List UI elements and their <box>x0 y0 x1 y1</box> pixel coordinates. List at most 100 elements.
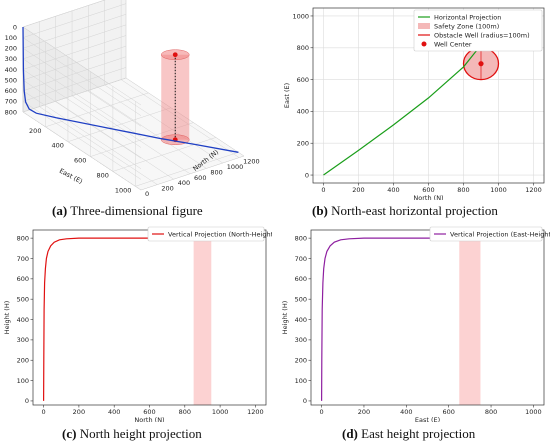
ne-ytick-label: 1000 <box>292 12 309 20</box>
eh-xtick-label: 800 <box>485 408 497 416</box>
eh-ylabel: Height (H) <box>281 301 289 335</box>
north-tick-label: 400 <box>178 179 190 187</box>
eh-legend-label: Vertical Projection (East-Height) <box>450 230 550 238</box>
ne-xtick-label: 800 <box>457 186 469 194</box>
eh-ytick-label: 100 <box>295 377 307 385</box>
caption-b: (b) North-east horizontal projection <box>312 203 498 219</box>
trajectory-3d-line <box>22 26 239 153</box>
grid-north-floor <box>88 90 207 169</box>
caption-c: (c) North height projection <box>62 426 202 442</box>
grid-height-north <box>22 45 127 81</box>
ne-legend-swatch <box>418 23 430 29</box>
caption-d-text: East height projection <box>361 426 476 441</box>
eh-series-line <box>321 237 534 401</box>
grid-north-floor <box>71 95 191 175</box>
east-tick-label: 1000 <box>115 186 132 194</box>
caption-a: (a) Three-dimensional figure <box>52 203 203 219</box>
ne-ytick-label: 200 <box>297 140 309 148</box>
height-tick-label: 800 <box>5 108 17 116</box>
eh-ytick-label: 400 <box>295 316 307 324</box>
height-tick-label: 700 <box>5 98 17 106</box>
grid-height-east <box>22 69 142 148</box>
ne-xtick-label: 400 <box>387 186 399 194</box>
ne-well-center <box>478 61 484 67</box>
grid-height-north <box>22 3 127 38</box>
grid-east-floor <box>135 152 239 187</box>
caption-b-letter: (b) <box>312 203 328 218</box>
ne-xtick-label: 200 <box>352 186 364 194</box>
nh-xtick-label: 400 <box>108 408 120 416</box>
eh-xtick-label: 0 <box>320 408 324 416</box>
nh-ytick-label: 400 <box>17 316 29 324</box>
nh-ytick-label: 500 <box>17 295 29 303</box>
ne-ytick-label: 400 <box>297 108 309 116</box>
ne-xtick-label: 1000 <box>490 186 507 194</box>
ne-ytick-label: 0 <box>305 171 309 179</box>
north-tick-label: 800 <box>210 168 222 176</box>
north-tick-label: 600 <box>194 174 206 182</box>
grid-height-north <box>22 24 127 60</box>
east-tick-label: 400 <box>52 142 64 150</box>
north-tick-label: 1200 <box>243 158 260 166</box>
grid-height-north <box>22 56 127 91</box>
eh-xtick-label: 200 <box>358 408 370 416</box>
ne-legend-label: Obstacle Well (radius=100m) <box>434 31 530 39</box>
height-tick-label: 0 <box>13 23 17 31</box>
nh-xtick-label: 200 <box>73 408 85 416</box>
eh-xtick-label: 600 <box>442 408 454 416</box>
grid-height-east <box>22 26 142 106</box>
nh-xtick-label: 1200 <box>247 408 264 416</box>
east-tick-label: 200 <box>29 127 41 135</box>
eh-ytick-label: 500 <box>295 295 307 303</box>
nh-xlabel: North (N) <box>134 416 164 422</box>
nh-plot-frame <box>32 229 267 406</box>
grid-north-floor <box>104 84 223 164</box>
eh-xtick-label: 400 <box>400 408 412 416</box>
nh-xtick-label: 600 <box>143 408 155 416</box>
grid-east-floor <box>112 137 216 172</box>
eh-xlabel: East (E) <box>415 416 440 422</box>
ne-xtick-label: 1200 <box>525 186 542 194</box>
eh-xtick-label: 1000 <box>525 408 542 416</box>
panel-nh: 0 200 400 600 800 1000 1200 0 100 200 300 400 500 600… <box>0 222 276 424</box>
ne-ytick-label: 800 <box>297 44 309 52</box>
grid-north-floor <box>39 106 158 185</box>
nh-ytick-label: 0 <box>25 397 29 405</box>
height-tick-label: 200 <box>5 45 17 53</box>
grid-east-floor <box>45 92 149 128</box>
east-axis-label: East (E) <box>58 167 84 186</box>
ne-legend-label: Well Center <box>434 40 472 48</box>
north-tick-label: 0 <box>145 190 149 198</box>
grid-north-floor <box>120 79 240 158</box>
nh-xtick-label: 0 <box>42 408 46 416</box>
eh-ytick-label: 200 <box>295 357 307 365</box>
nh-safety-band <box>193 230 212 405</box>
eh-ytick-label: 700 <box>295 255 307 263</box>
east-tick-label: 600 <box>74 157 86 165</box>
ne-legend-label: Safety Zone (100m) <box>434 22 499 30</box>
ne-legend-box <box>413 9 543 52</box>
nh-xtick-label: 800 <box>179 408 191 416</box>
height-tick-label: 100 <box>5 34 17 42</box>
eh-ytick-label: 800 <box>295 234 307 242</box>
eh-plot-frame <box>310 229 545 406</box>
eh-ytick-label: 300 <box>295 336 307 344</box>
grid-east-floor <box>67 107 172 142</box>
eh-ytick-label: 600 <box>295 275 307 283</box>
caption-c-letter: (c) <box>62 426 77 441</box>
chart-eh: 0 200 400 600 800 1000 0 100 200 300 400 500 600 700 8… <box>281 226 550 424</box>
grid-height-east <box>22 90 142 169</box>
east-tick-label: 800 <box>96 171 108 179</box>
nh-ytick-label: 700 <box>17 255 29 263</box>
height-tick-label: 600 <box>5 87 17 95</box>
north-tick-label: 1000 <box>227 163 244 171</box>
caption-a-letter: (a) <box>52 203 68 218</box>
caption-a-text: Three-dimensional figure <box>70 203 203 218</box>
ne-xtick-label: 0 <box>321 186 325 194</box>
grid-east-floor <box>90 122 194 157</box>
chart-ne: 0 200 400 600 800 1000 1200 0 200 400 600 800 1000 No… <box>283 7 545 202</box>
nh-ytick-label: 600 <box>17 275 29 283</box>
caption-b-text: North-east horizontal projection <box>331 203 498 218</box>
height-tick-label: 400 <box>5 66 17 74</box>
grid-north-floor <box>55 100 174 180</box>
